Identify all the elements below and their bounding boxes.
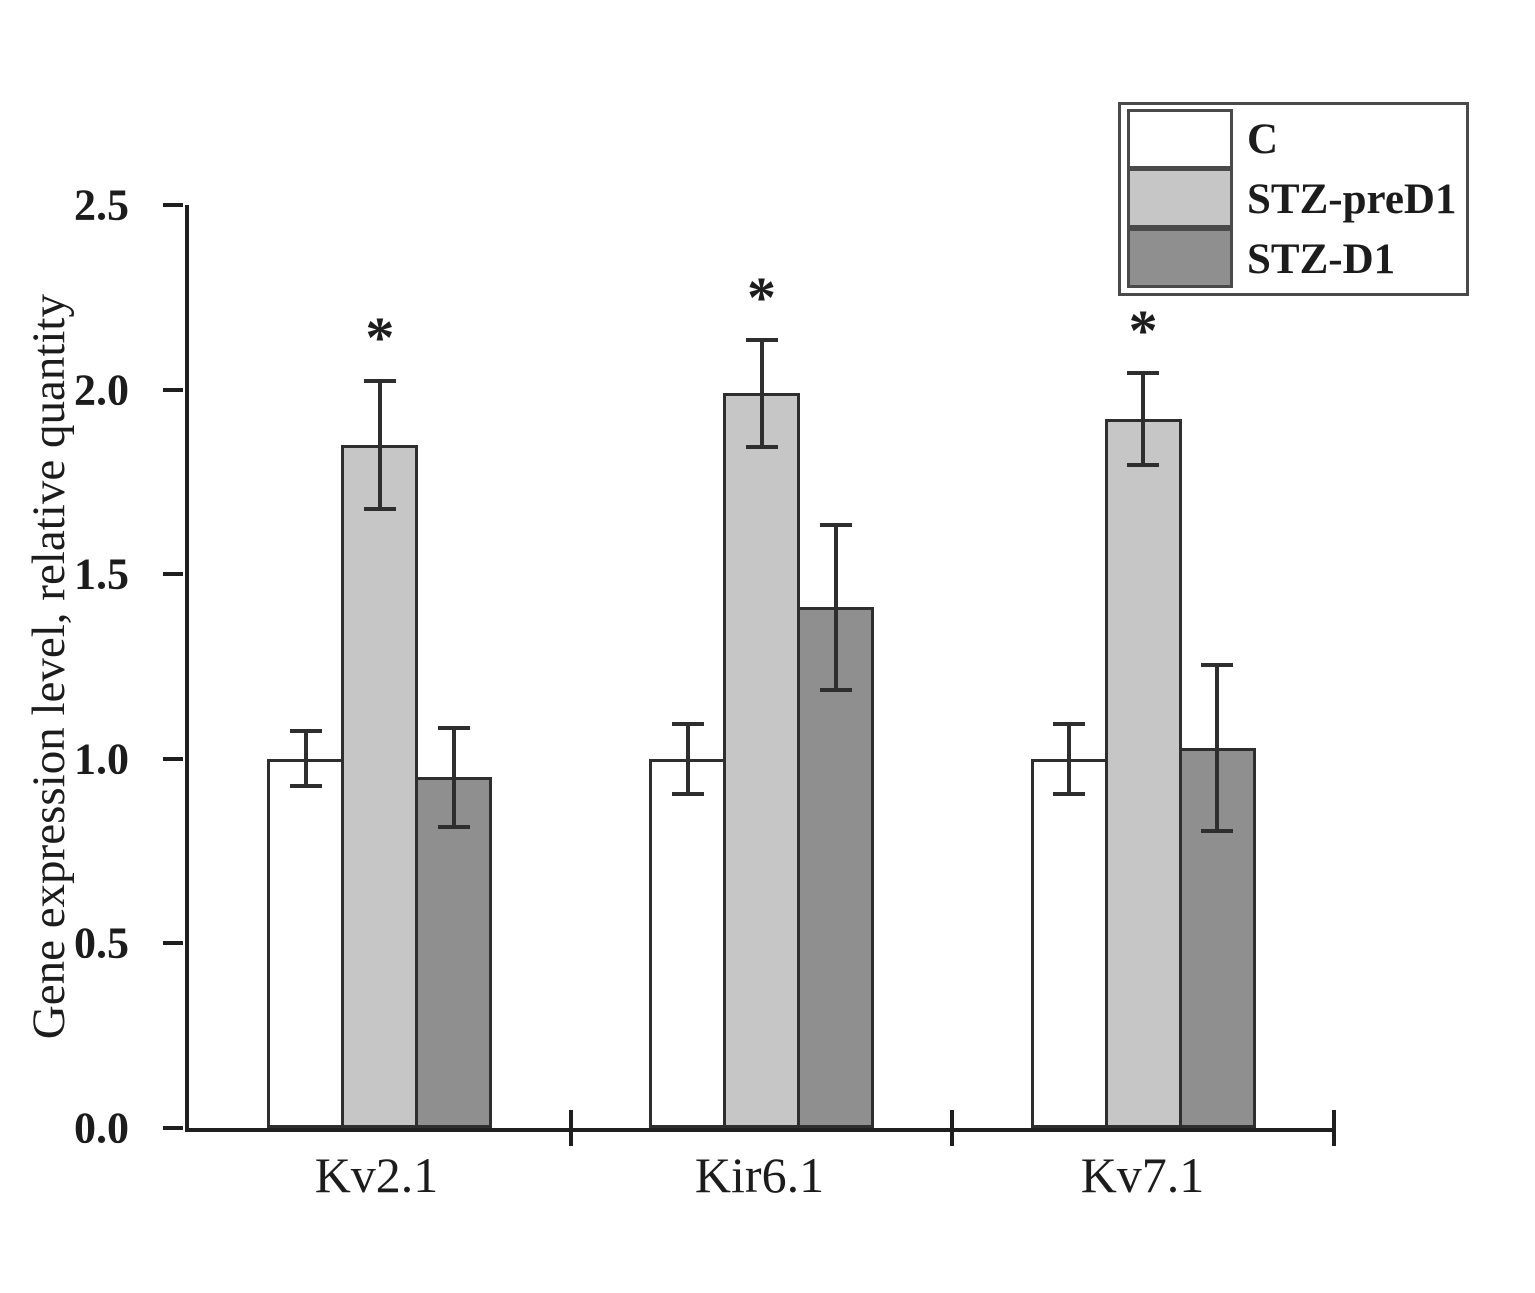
y-tick-mark xyxy=(163,756,183,761)
error-bar xyxy=(759,337,764,449)
significance-star: * xyxy=(1128,297,1158,363)
error-bar xyxy=(1215,662,1220,833)
legend-label: STZ-D1 xyxy=(1247,235,1396,283)
error-bar xyxy=(1067,721,1072,796)
x-axis-tick xyxy=(950,1110,955,1146)
bar-C xyxy=(267,205,345,1128)
y-tick-mark xyxy=(163,203,183,207)
bar-C xyxy=(649,205,726,1128)
bar-STZ-preD1: * xyxy=(723,205,800,1128)
bar-C xyxy=(1030,205,1108,1128)
y-tick-label: 0.5 xyxy=(74,918,129,968)
y-tick-label: 1.5 xyxy=(74,549,129,599)
category-label-Kv2.1: Kv2.1 xyxy=(314,1147,439,1203)
category-label-Kv7.1: Kv7.1 xyxy=(1080,1147,1205,1203)
y-tick-label: 1.0 xyxy=(74,734,129,784)
legend: C STZ-preD1 STZ-D1 xyxy=(1118,102,1470,296)
bar-group-Kv2.1: * xyxy=(189,205,571,1128)
error-bar xyxy=(685,721,690,796)
category-label-Kir6.1: Kir6.1 xyxy=(694,1147,825,1203)
x-category-labels: Kv2.1 Kir6.1 Kv7.1 xyxy=(185,1146,1334,1204)
bar-group-Kir6.1: * xyxy=(571,205,953,1128)
bar-STZ-preD1: * xyxy=(1104,205,1182,1128)
legend-row-STZ-D1: STZ-D1 xyxy=(1127,227,1456,289)
bar-rect xyxy=(797,607,874,1128)
legend-swatch xyxy=(1127,167,1233,228)
bar-rect xyxy=(1104,419,1182,1128)
legend-swatch xyxy=(1127,227,1233,288)
error-bar xyxy=(451,725,456,829)
legend-row-C: C xyxy=(1127,109,1456,169)
bar-rect xyxy=(415,777,493,1128)
error-bar xyxy=(303,729,308,789)
y-axis-label-text: Gene expression level, relative quantity xyxy=(23,293,75,1040)
y-tick-mark xyxy=(163,1126,183,1130)
bar-STZ-D1 xyxy=(1178,205,1256,1128)
bar-STZ-D1 xyxy=(797,205,874,1128)
bar-STZ-preD1: * xyxy=(341,205,419,1128)
error-bar xyxy=(1141,371,1146,468)
significance-star: * xyxy=(365,305,395,371)
y-tick-label: 0.0 xyxy=(74,1103,129,1153)
plot-area: 0.0 0.5 1.0 1.5 2.0 2.5 * * * xyxy=(74,181,1336,1153)
legend-label: STZ-preD1 xyxy=(1247,175,1457,223)
y-tick-mark xyxy=(163,941,183,946)
y-tick-mark xyxy=(163,572,183,577)
bar-rect xyxy=(341,444,419,1128)
legend-row-STZ-preD1: STZ-preD1 xyxy=(1127,167,1457,229)
legend-label: C xyxy=(1247,115,1279,163)
y-axis-label: Gene expression level, relative quantity xyxy=(12,205,86,1128)
legend-rows: C STZ-preD1 STZ-D1 xyxy=(1127,109,1456,289)
y-tick-label: 2.0 xyxy=(74,365,129,415)
bar-rect xyxy=(723,393,800,1128)
x-axis-tick xyxy=(1332,1110,1336,1146)
y-tick-label: 2.5 xyxy=(74,180,129,230)
error-bar xyxy=(377,378,382,512)
bar-rect xyxy=(1030,758,1108,1128)
bar-groups: * * * xyxy=(189,205,1334,1128)
legend-swatch xyxy=(1127,109,1233,169)
bar-rect xyxy=(267,758,345,1128)
significance-star: * xyxy=(747,264,776,330)
error-bar xyxy=(833,522,838,693)
x-axis-tick xyxy=(568,1110,573,1146)
y-tick-mark xyxy=(163,387,183,392)
bar-group-Kv7.1: * xyxy=(952,205,1334,1128)
bar-STZ-D1 xyxy=(415,205,493,1128)
bar-rect xyxy=(649,758,726,1128)
